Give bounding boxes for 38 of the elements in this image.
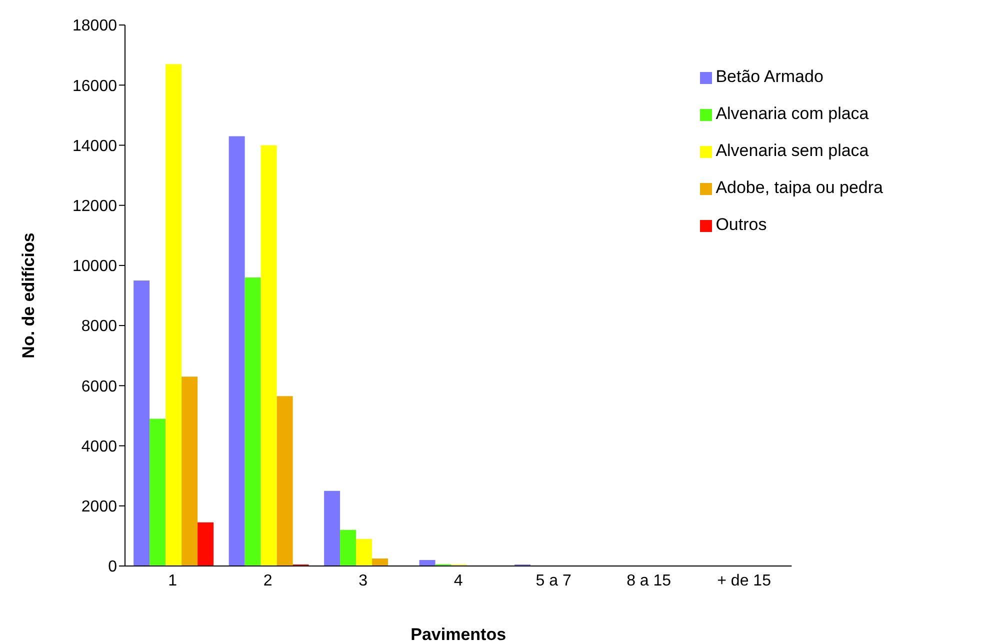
legend-label: Alvenaria com placa xyxy=(716,104,869,123)
x-tick-label: 3 xyxy=(358,572,368,590)
bar xyxy=(182,376,198,566)
legend-label: Alvenaria sem placa xyxy=(716,141,869,160)
x-axis-title: Pavimentos xyxy=(410,625,506,642)
x-tick-label: 2 xyxy=(263,572,272,590)
legend-label: Betão Armado xyxy=(716,67,824,86)
bar xyxy=(260,145,277,566)
bar xyxy=(150,418,166,566)
bar xyxy=(324,490,340,566)
y-tick-label: 2000 xyxy=(81,498,118,516)
bar xyxy=(276,396,293,566)
x-tick-label: 1 xyxy=(168,572,178,590)
y-tick-label: 10000 xyxy=(72,258,118,276)
y-tick-label: 6000 xyxy=(81,378,118,396)
y-tick-label: 14000 xyxy=(72,138,118,155)
legend-label: Adobe, taipa ou pedra xyxy=(716,178,883,197)
bar xyxy=(166,64,182,566)
bar xyxy=(228,136,245,566)
x-tick-label: 5 a 7 xyxy=(536,572,572,590)
y-axis-title: No. de edifícios xyxy=(19,232,38,358)
y-tick-label: 16000 xyxy=(72,78,118,95)
bar xyxy=(244,277,261,566)
x-tick-label: + de 15 xyxy=(717,572,772,590)
x-tick-label: 4 xyxy=(454,572,463,590)
bar xyxy=(198,522,214,566)
bar xyxy=(134,280,150,566)
legend-label: Outros xyxy=(716,215,767,234)
bar xyxy=(372,558,388,566)
bar xyxy=(340,530,356,566)
y-tick-label: 12000 xyxy=(72,198,118,216)
y-tick-label: 4000 xyxy=(81,438,118,456)
y-tick-label: 18000 xyxy=(72,18,118,35)
bar xyxy=(356,538,372,566)
y-tick-label: 8000 xyxy=(81,318,118,336)
x-tick-label: 8 a 15 xyxy=(626,572,672,590)
bar xyxy=(419,560,436,566)
y-tick-label: 0 xyxy=(108,558,118,576)
